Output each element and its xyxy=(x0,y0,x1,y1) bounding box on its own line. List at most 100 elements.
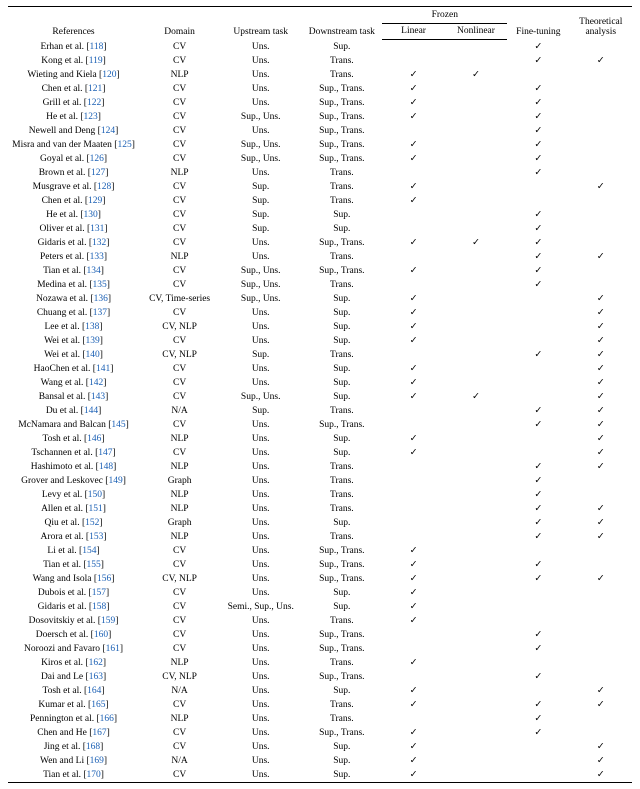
reference-link[interactable]: 145 xyxy=(111,420,125,430)
reference-link[interactable]: 170 xyxy=(87,770,101,780)
table-row: HaoChen et al. [141]CVUns.Sup.✓✓ xyxy=(8,362,632,376)
reference-link[interactable]: 147 xyxy=(98,448,112,458)
reference-link[interactable]: 123 xyxy=(84,112,98,122)
upstream-cell: Sup. xyxy=(220,404,301,418)
linear-cell xyxy=(382,278,444,292)
nonlinear-cell xyxy=(445,558,507,572)
reference-link[interactable]: 156 xyxy=(97,574,111,584)
reference-link[interactable]: 137 xyxy=(93,308,107,318)
downstream-cell: Sup. xyxy=(301,334,382,348)
reference-link[interactable]: 146 xyxy=(87,434,101,444)
reference-link[interactable]: 118 xyxy=(90,42,104,52)
reference-link[interactable]: 136 xyxy=(94,294,108,304)
downstream-cell: Trans. xyxy=(301,460,382,474)
nonlinear-cell xyxy=(445,96,507,110)
reference-link[interactable]: 120 xyxy=(102,70,116,80)
upstream-cell: Semi., Sup., Uns. xyxy=(220,600,301,614)
nonlinear-cell xyxy=(445,138,507,152)
reference-link[interactable]: 142 xyxy=(89,378,103,388)
reference-link[interactable]: 126 xyxy=(90,154,104,164)
reference-link[interactable]: 122 xyxy=(87,98,101,108)
reference-link[interactable]: 139 xyxy=(86,336,100,346)
reference-link[interactable]: 127 xyxy=(91,168,105,178)
reference-link[interactable]: 133 xyxy=(90,252,104,262)
reference-link[interactable]: 169 xyxy=(90,756,104,766)
reference-link[interactable]: 121 xyxy=(88,84,102,94)
downstream-cell: Sup. xyxy=(301,586,382,600)
reference-link[interactable]: 152 xyxy=(85,518,99,528)
reference-link[interactable]: 158 xyxy=(92,602,106,612)
reference-link[interactable]: 129 xyxy=(88,196,102,206)
header-finetuning: Fine-tuning xyxy=(507,7,569,40)
reference-link[interactable]: 135 xyxy=(93,280,107,290)
upstream-cell: Uns. xyxy=(220,82,301,96)
reference-link[interactable]: 160 xyxy=(94,630,108,640)
reference-link[interactable]: 140 xyxy=(86,350,100,360)
reference-link[interactable]: 128 xyxy=(97,182,111,192)
table-row: Hashimoto et al. [148]NLPUns.Trans.✓✓ xyxy=(8,460,632,474)
domain-cell: CV, NLP xyxy=(139,348,220,362)
finetuning-cell: ✓ xyxy=(507,40,569,54)
reference-link[interactable]: 159 xyxy=(101,616,115,626)
reference-cell: Tian et al. [134] xyxy=(8,264,139,278)
theory-cell: ✓ xyxy=(570,684,632,698)
domain-cell: CV xyxy=(139,614,220,628)
reference-link[interactable]: 132 xyxy=(92,238,106,248)
reference-link[interactable]: 166 xyxy=(100,714,114,724)
theory-cell xyxy=(570,726,632,740)
upstream-cell: Uns. xyxy=(220,432,301,446)
upstream-cell: Sup. xyxy=(220,222,301,236)
reference-link[interactable]: 161 xyxy=(106,644,120,654)
nonlinear-cell xyxy=(445,208,507,222)
theory-cell xyxy=(570,96,632,110)
reference-link[interactable]: 151 xyxy=(89,504,103,514)
reference-link[interactable]: 153 xyxy=(89,532,103,542)
reference-link[interactable]: 150 xyxy=(88,490,102,500)
reference-cell: Arora et al. [153] xyxy=(8,530,139,544)
reference-link[interactable]: 134 xyxy=(87,266,101,276)
reference-link[interactable]: 165 xyxy=(91,700,105,710)
reference-cell: Pennington et al. [166] xyxy=(8,712,139,726)
linear-cell xyxy=(382,488,444,502)
finetuning-cell xyxy=(507,68,569,82)
nonlinear-cell xyxy=(445,40,507,54)
upstream-cell: Sup. xyxy=(220,348,301,362)
reference-cell: Musgrave et al. [128] xyxy=(8,180,139,194)
reference-link[interactable]: 148 xyxy=(99,462,113,472)
reference-link[interactable]: 124 xyxy=(101,126,115,136)
theory-cell xyxy=(570,642,632,656)
reference-link[interactable]: 154 xyxy=(82,546,96,556)
downstream-cell: Sup. xyxy=(301,740,382,754)
reference-cell: Lee et al. [138] xyxy=(8,320,139,334)
reference-link[interactable]: 144 xyxy=(84,406,98,416)
nonlinear-cell xyxy=(445,544,507,558)
linear-cell xyxy=(382,40,444,54)
domain-cell: CV xyxy=(139,600,220,614)
reference-link[interactable]: 157 xyxy=(92,588,106,598)
reference-link[interactable]: 155 xyxy=(87,560,101,570)
reference-link[interactable]: 125 xyxy=(117,140,131,150)
reference-link[interactable]: 164 xyxy=(87,686,101,696)
upstream-cell: Uns. xyxy=(220,544,301,558)
reference-link[interactable]: 131 xyxy=(90,224,104,234)
theory-cell: ✓ xyxy=(570,250,632,264)
linear-cell xyxy=(382,670,444,684)
reference-link[interactable]: 168 xyxy=(86,742,100,752)
linear-cell xyxy=(382,516,444,530)
reference-link[interactable]: 138 xyxy=(85,322,99,332)
reference-link[interactable]: 163 xyxy=(89,672,103,682)
theory-cell: ✓ xyxy=(570,516,632,530)
reference-link[interactable]: 167 xyxy=(92,728,106,738)
reference-link[interactable]: 141 xyxy=(96,364,110,374)
finetuning-cell: ✓ xyxy=(507,502,569,516)
theory-cell xyxy=(570,124,632,138)
downstream-cell: Sup. xyxy=(301,376,382,390)
reference-link[interactable]: 143 xyxy=(91,392,105,402)
finetuning-cell: ✓ xyxy=(507,418,569,432)
finetuning-cell xyxy=(507,656,569,670)
reference-link[interactable]: 149 xyxy=(108,476,122,486)
reference-link[interactable]: 162 xyxy=(89,658,103,668)
reference-link[interactable]: 119 xyxy=(89,56,103,66)
reference-link[interactable]: 130 xyxy=(84,210,98,220)
linear-cell: ✓ xyxy=(382,768,444,783)
